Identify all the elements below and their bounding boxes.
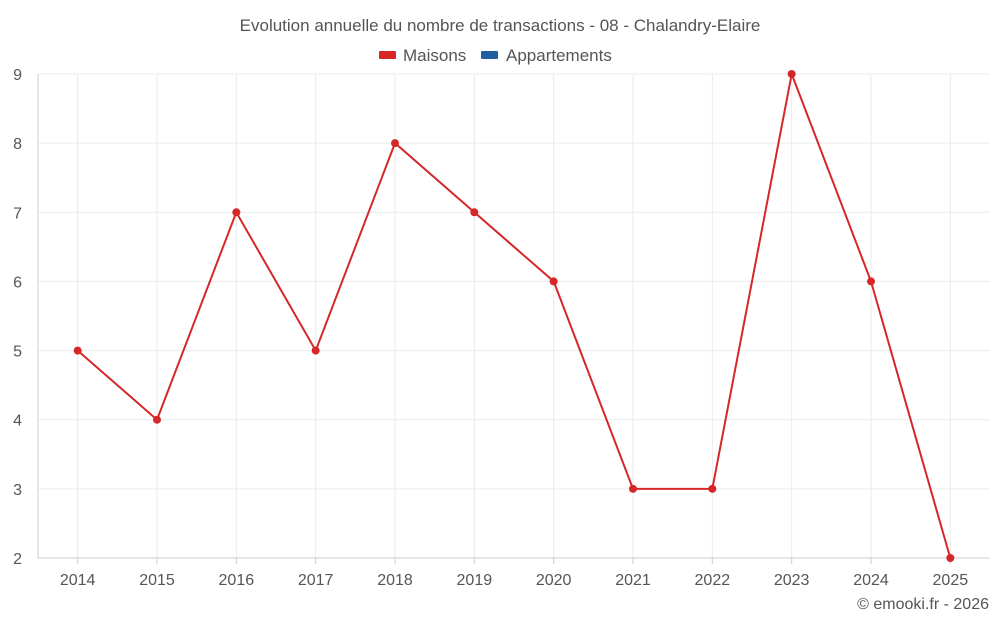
x-tick-label: 2022 [695, 572, 731, 589]
x-tick-label: 2020 [536, 572, 572, 589]
chart-title: Evolution annuelle du nombre de transact… [240, 16, 761, 35]
data-point[interactable] [391, 139, 399, 148]
x-tick-label: 2019 [457, 572, 493, 589]
x-tick-label: 2021 [615, 572, 651, 589]
data-point[interactable] [549, 277, 558, 286]
x-tick-label: 2014 [60, 572, 96, 589]
legend-swatch-maisons [379, 51, 396, 59]
data-point[interactable] [470, 208, 479, 217]
x-tick-label: 2025 [933, 572, 969, 589]
x-tick-label: 2015 [139, 572, 175, 589]
data-point[interactable] [73, 346, 82, 355]
data-point[interactable] [708, 484, 717, 493]
axes [37, 74, 990, 564]
x-tick-label: 2017 [298, 572, 334, 589]
legend-item-maisons[interactable]: Maisons [379, 46, 466, 65]
data-point[interactable] [787, 70, 796, 78]
x-tick-label: 2023 [774, 572, 810, 589]
y-tick-label: 5 [13, 344, 22, 361]
data-point[interactable] [311, 346, 320, 355]
x-tick-label: 2018 [377, 572, 413, 589]
data-point[interactable] [153, 415, 161, 424]
legend-label-appartements: Appartements [506, 46, 612, 65]
legend-swatch-appartements [481, 51, 498, 59]
y-tick-label: 2 [13, 551, 22, 568]
legend: Maisons Appartements [379, 46, 612, 65]
legend-label-maisons: Maisons [403, 46, 466, 65]
y-tick-label: 9 [13, 67, 22, 84]
series-line-maisons [77, 70, 952, 559]
x-tick-label: 2024 [853, 572, 889, 589]
data-point[interactable] [232, 208, 241, 217]
y-tick-label: 3 [13, 482, 22, 499]
y-tick-label: 7 [13, 205, 22, 222]
data-point[interactable] [629, 484, 637, 493]
x-tick-label: 2016 [219, 572, 255, 589]
series [73, 70, 955, 562]
gridlines [38, 73, 990, 558]
y-tick-label: 6 [13, 274, 22, 291]
y-tick-label: 4 [13, 413, 22, 430]
legend-item-appartements[interactable]: Appartements [481, 46, 612, 65]
data-point[interactable] [867, 277, 875, 286]
x-axis-ticks: 2014 2015 2016 2017 2018 2019 2020 2021 2022 2023… [60, 572, 968, 589]
y-tick-label: 8 [13, 136, 22, 153]
y-axis-ticks: 2 3 4 5 6 7 8 9 [13, 67, 22, 568]
credit-text: © emooki.fr - 2026 [857, 596, 989, 613]
data-point[interactable] [946, 554, 955, 562]
